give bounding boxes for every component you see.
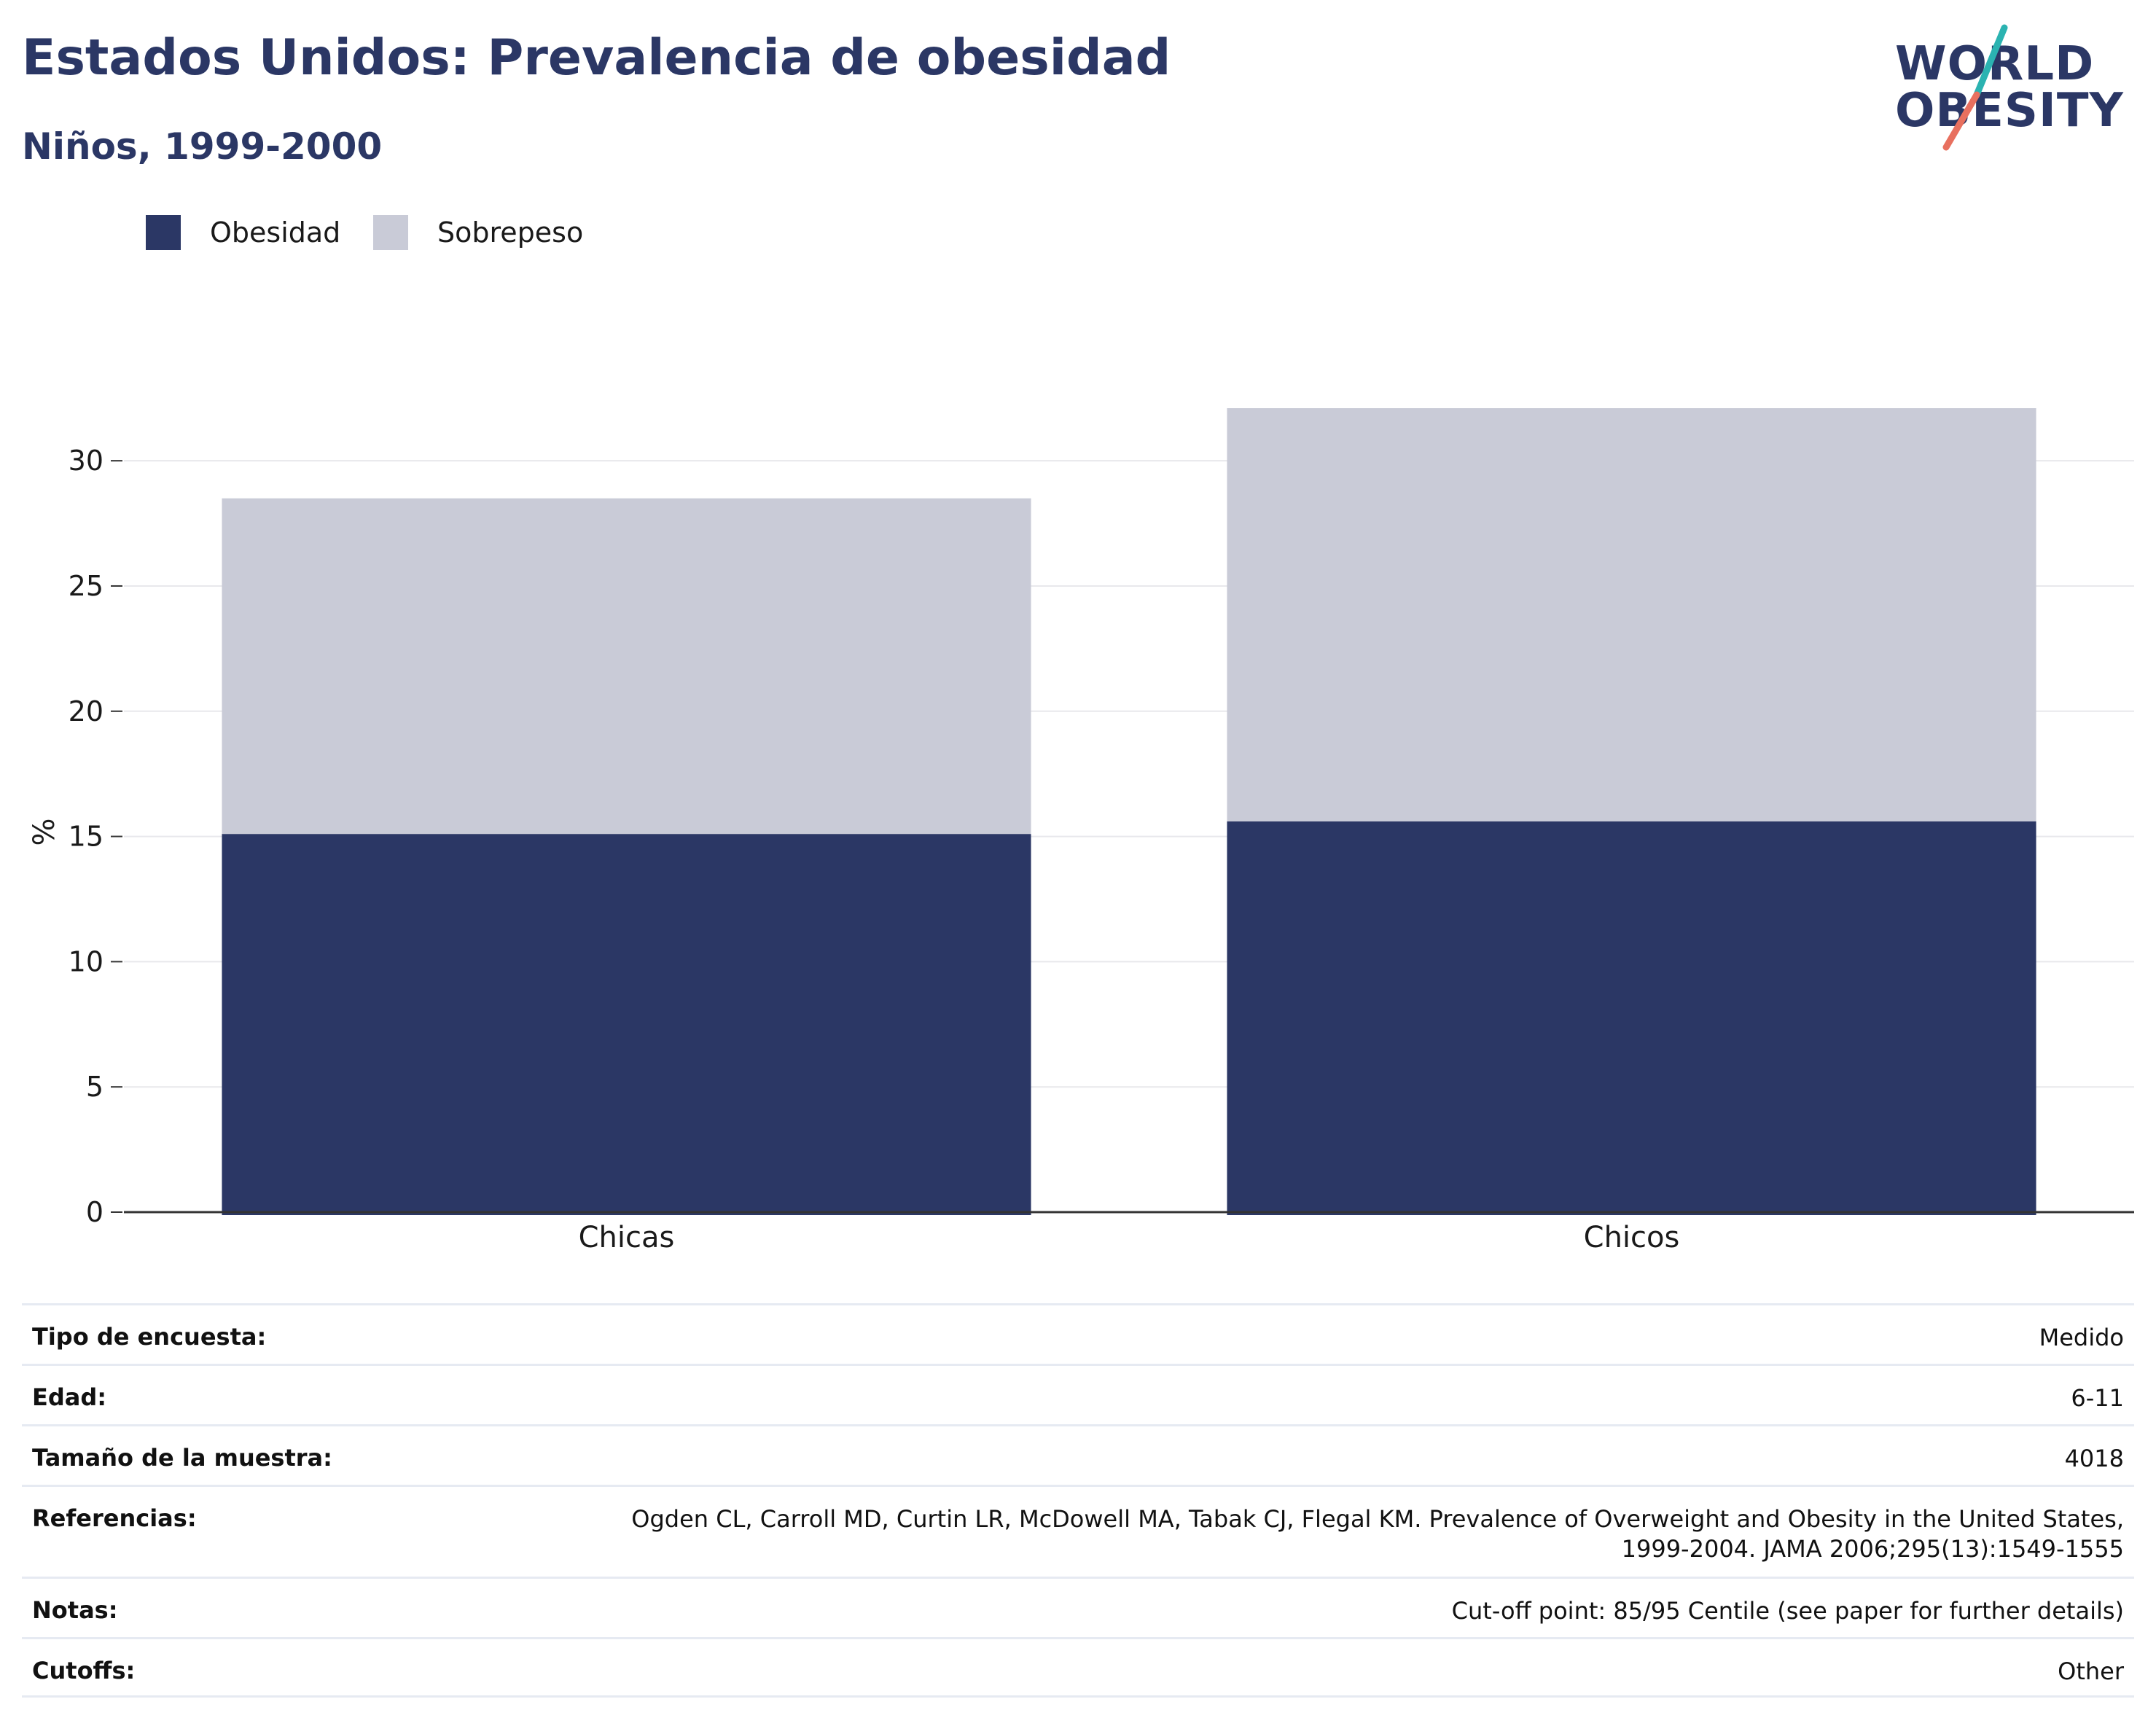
bar-chart: 0 5 10 15 20 25 30 Chicas Chicos % — [28, 408, 2134, 1254]
y-tick-label: 30 — [69, 445, 103, 477]
info-label: Tipo de encuesta: — [32, 1323, 267, 1351]
logo-line-2: OBESITY — [1895, 84, 2124, 138]
legend-swatch-obesidad — [146, 215, 181, 250]
info-row: Cutoffs: Other — [22, 1637, 2134, 1698]
world-obesity-logo: WORLD OBESITY — [1895, 22, 2143, 160]
y-tick-label: 5 — [86, 1071, 103, 1103]
survey-info-table: Tipo de encuesta: Medido Edad: 6-11 Tamaño d… — [22, 1303, 2134, 1698]
y-tick-label: 20 — [69, 695, 103, 727]
bar-sobrepeso-chicos[interactable] — [1227, 408, 2036, 821]
logo-slash-icon — [1942, 24, 2008, 151]
info-value: 6-11 — [2071, 1384, 2124, 1412]
bar-sobrepeso-chicas[interactable] — [222, 498, 1031, 835]
info-row: Tamaño de la muestra: 4018 — [22, 1424, 2134, 1485]
info-label: Notas: — [32, 1596, 118, 1624]
info-value: Ogden CL, Carroll MD, Curtin LR, McDowel… — [631, 1505, 2124, 1563]
chart-subtitle: Niños, 1999-2000 — [22, 125, 383, 168]
x-axis-labels: Chicas Chicos — [579, 1221, 1680, 1254]
info-label: Tamaño de la muestra: — [32, 1444, 332, 1472]
info-row: Tipo de encuesta: Medido — [22, 1303, 2134, 1364]
y-axis-ticks: 0 5 10 15 20 25 30 — [69, 445, 122, 1228]
bars — [222, 408, 2036, 1215]
legend-swatch-sobrepeso — [373, 215, 408, 250]
info-row: Edad: 6-11 — [22, 1364, 2134, 1424]
info-row: Notas: Cut-off point: 85/95 Centile (see … — [22, 1577, 2134, 1637]
info-value: 4018 — [2064, 1445, 2124, 1472]
legend-label-sobrepeso: Sobrepeso — [437, 216, 584, 249]
y-tick-label: 0 — [86, 1196, 103, 1228]
chart-title: Estados Unidos: Prevalencia de obesidad — [22, 29, 1171, 87]
info-label: Cutoffs: — [32, 1657, 136, 1684]
x-tick-label: Chicas — [579, 1221, 675, 1254]
info-label: Edad: — [32, 1383, 107, 1411]
legend-item-obesidad[interactable]: Obesidad — [146, 215, 340, 250]
y-tick-label: 25 — [69, 570, 103, 602]
info-row: Referencias: Ogden CL, Carroll MD, Curtin… — [22, 1485, 2134, 1577]
y-tick-label: 15 — [69, 821, 103, 853]
legend-label-obesidad: Obesidad — [210, 216, 341, 249]
info-value: Other — [2058, 1657, 2124, 1685]
y-axis-title: % — [28, 818, 61, 845]
info-value: Medido — [2039, 1324, 2124, 1351]
y-tick-label: 10 — [69, 945, 103, 977]
bar-obesidad-chicos[interactable] — [1227, 821, 2036, 1215]
info-value: Cut-off point: 85/95 Centile (see paper … — [1451, 1597, 2124, 1625]
bar-obesidad-chicas[interactable] — [222, 834, 1031, 1215]
info-label: Referencias: — [32, 1504, 197, 1532]
legend-item-sobrepeso[interactable]: Sobrepeso — [373, 215, 583, 250]
x-tick-label: Chicos — [1584, 1221, 1680, 1254]
